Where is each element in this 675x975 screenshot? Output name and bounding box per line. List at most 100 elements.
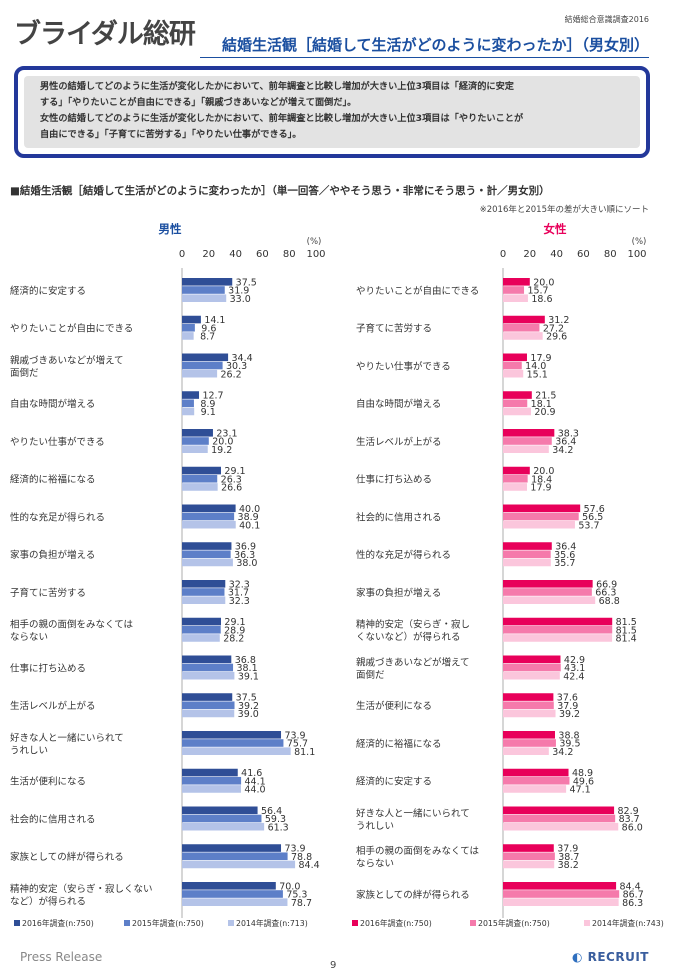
bar bbox=[503, 353, 527, 362]
data-label: 34.4 bbox=[232, 353, 253, 364]
data-label: 61.3 bbox=[268, 822, 289, 833]
data-label: 38.9 bbox=[238, 512, 259, 523]
bar bbox=[182, 625, 221, 634]
data-label: 44.1 bbox=[245, 776, 266, 787]
bar bbox=[182, 898, 288, 906]
category-label: 生活レベルが上がる bbox=[356, 436, 442, 448]
legend-swatch bbox=[124, 920, 130, 926]
data-label: 35.7 bbox=[554, 558, 575, 569]
summary-line: する」「やりたいことが自由にできる」「親戚づきあいなどが増えて面倒だ」。 bbox=[40, 97, 357, 108]
bar bbox=[182, 315, 201, 324]
data-label: 37.5 bbox=[236, 693, 257, 704]
category-label: 子育てに苦労する bbox=[10, 587, 86, 599]
bar bbox=[503, 361, 522, 370]
bar bbox=[503, 663, 561, 672]
category-label: 性的な充足が得られる bbox=[10, 511, 105, 523]
data-label: 31.7 bbox=[228, 588, 249, 599]
bar bbox=[182, 323, 195, 332]
data-label: 12.7 bbox=[202, 391, 223, 402]
bar bbox=[503, 890, 620, 898]
bar bbox=[182, 332, 194, 340]
legend-swatch bbox=[352, 920, 358, 926]
bar bbox=[503, 731, 555, 739]
category-label: ならない bbox=[356, 859, 394, 870]
data-label: 33.0 bbox=[230, 294, 251, 305]
data-label: 35.6 bbox=[554, 550, 575, 561]
category-label: 相手の親の面倒をみなくては bbox=[10, 619, 134, 631]
summary-background bbox=[24, 76, 640, 148]
bar bbox=[503, 898, 619, 906]
data-label: 20.0 bbox=[533, 466, 554, 477]
category-label: やりたい仕事ができる bbox=[10, 436, 105, 448]
category-label: 経済的に安定する bbox=[356, 776, 432, 788]
data-label: 81.5 bbox=[616, 625, 637, 636]
category-label: 相手の親の面倒をみなくては bbox=[356, 845, 480, 857]
sort-note: ※2016年と2015年の差が大きい順にソート bbox=[479, 205, 649, 215]
data-label: 57.6 bbox=[584, 504, 605, 515]
bar bbox=[503, 588, 592, 596]
bar bbox=[503, 776, 570, 785]
data-label: 9.1 bbox=[201, 407, 216, 418]
bar bbox=[182, 474, 218, 483]
category-label: 経済的に裕福になる bbox=[10, 474, 96, 486]
category-label: 社会的に信用される bbox=[356, 511, 442, 523]
x-tick-label: 60 bbox=[256, 249, 269, 260]
data-label: 37.9 bbox=[557, 844, 578, 855]
category-label: 好きな人と一緒にいられて bbox=[356, 807, 470, 819]
bar bbox=[503, 391, 532, 399]
data-label: 17.9 bbox=[530, 353, 551, 364]
brand-logo: ブライダル総研 bbox=[14, 19, 196, 50]
data-label: 81.5 bbox=[616, 617, 637, 628]
press-release-label: Press Release bbox=[20, 950, 103, 964]
category-label: 生活レベルが上がる bbox=[10, 700, 96, 712]
data-label: 48.9 bbox=[572, 768, 593, 779]
data-label: 37.5 bbox=[236, 277, 257, 288]
data-label: 82.9 bbox=[618, 806, 639, 817]
page-title: 結婚生活観［結婚して生活がどのように変わったか］（男女別） bbox=[221, 36, 649, 54]
bar bbox=[182, 768, 238, 777]
bar bbox=[182, 588, 225, 596]
data-label: 38.3 bbox=[558, 428, 579, 439]
category-label: 面倒だ bbox=[356, 669, 385, 681]
data-label: 84.4 bbox=[299, 860, 320, 871]
data-label: 37.6 bbox=[557, 693, 578, 704]
category-label: 面倒だ bbox=[10, 367, 39, 379]
bar bbox=[182, 512, 235, 521]
data-label: 36.8 bbox=[235, 655, 256, 666]
bar bbox=[182, 391, 200, 399]
data-label: 14.0 bbox=[525, 361, 546, 372]
bar bbox=[182, 542, 232, 550]
bar bbox=[503, 483, 527, 491]
data-label: 86.3 bbox=[622, 898, 643, 909]
recruit-logo: ◐ RECRUIT bbox=[572, 950, 649, 964]
bar bbox=[182, 731, 282, 739]
bar bbox=[503, 655, 561, 664]
bar bbox=[503, 693, 554, 701]
data-label: 39.1 bbox=[238, 671, 259, 682]
bar bbox=[503, 429, 555, 437]
data-label: 86.0 bbox=[622, 822, 643, 833]
data-label: 23.1 bbox=[216, 428, 237, 439]
category-label: 家族としての絆が得られる bbox=[10, 851, 124, 863]
bar bbox=[503, 445, 549, 453]
data-label: 29.1 bbox=[224, 466, 245, 477]
data-label: 28.2 bbox=[223, 634, 244, 645]
x-tick-label: 20 bbox=[202, 249, 215, 260]
bar bbox=[503, 580, 593, 588]
x-tick-label: 0 bbox=[179, 249, 185, 260]
data-label: 34.2 bbox=[552, 747, 573, 758]
bar bbox=[503, 625, 613, 634]
data-label: 38.0 bbox=[236, 558, 257, 569]
bar bbox=[182, 399, 194, 408]
category-label: 精神的安定（安らぎ・寂しくない bbox=[10, 883, 153, 895]
data-label: 41.6 bbox=[241, 768, 262, 779]
bar bbox=[503, 315, 545, 324]
category-label: 自由な時間が増える bbox=[10, 398, 95, 410]
recruit-mark-icon: ◐ bbox=[571, 950, 583, 964]
bar bbox=[182, 504, 236, 513]
data-label: 59.3 bbox=[265, 814, 286, 825]
data-label: 37.9 bbox=[557, 701, 578, 712]
data-label: 81.4 bbox=[615, 634, 636, 645]
legend-swatch bbox=[14, 920, 20, 926]
data-label: 29.1 bbox=[224, 617, 245, 628]
